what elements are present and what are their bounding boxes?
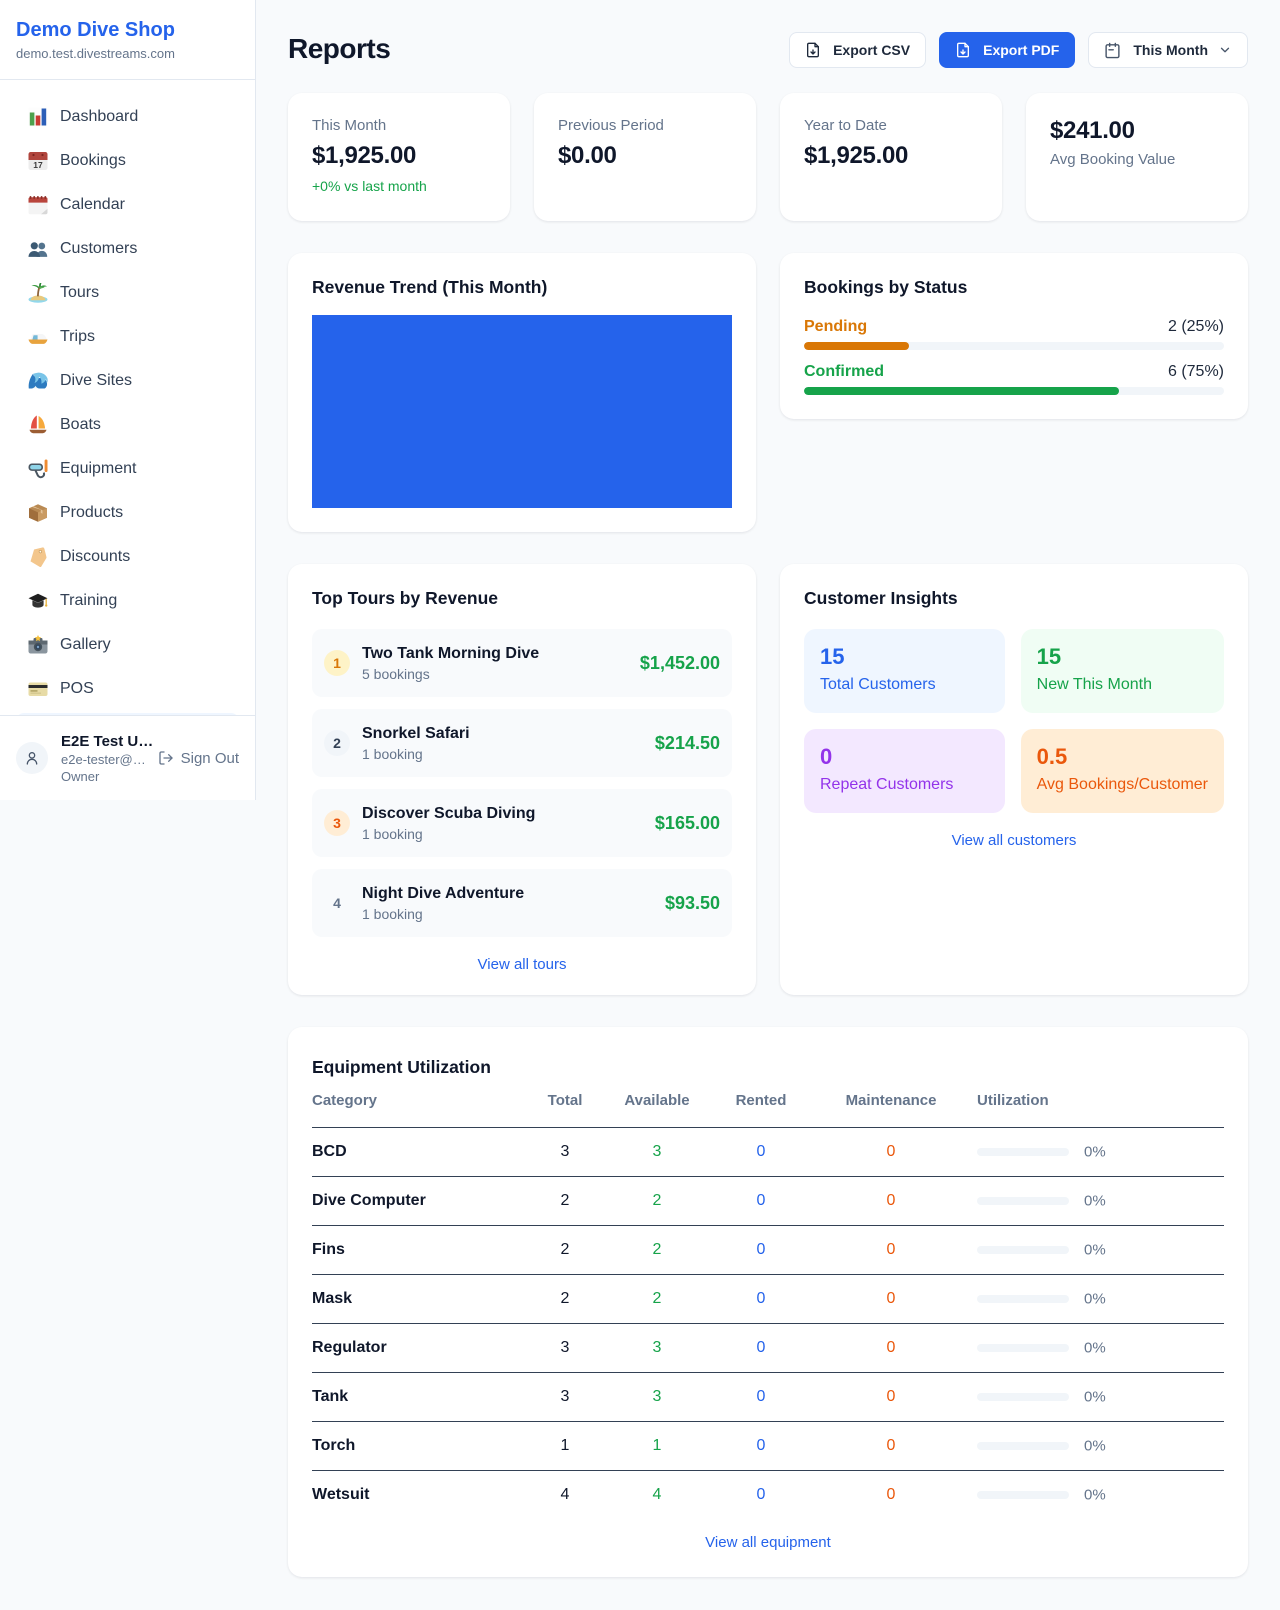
svg-text:17: 17: [33, 160, 43, 170]
